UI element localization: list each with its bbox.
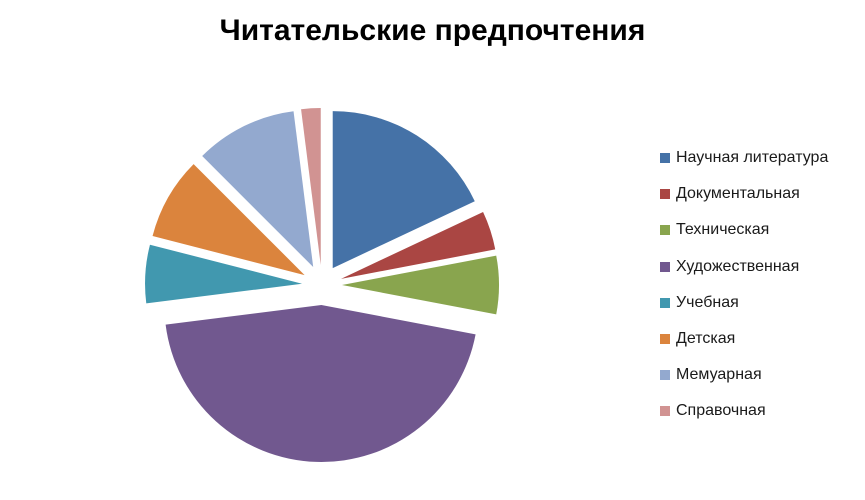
legend-swatch: [660, 406, 670, 417]
legend-label: Документальная: [676, 185, 800, 203]
pie-slice-2: [341, 211, 496, 279]
legend-swatch: [660, 189, 670, 200]
legend-label: Мемуарная: [676, 366, 762, 384]
pie-slice-7: [202, 111, 314, 268]
legend-item: Техническая: [660, 212, 828, 248]
legend-item: Детская: [660, 321, 828, 357]
legend-label: Учебная: [676, 293, 739, 311]
legend-label: Художественная: [676, 257, 800, 275]
pie-slice-3: [342, 255, 499, 315]
legend-item: Научная литература: [660, 140, 828, 176]
legend-swatch: [660, 297, 670, 308]
legend-item: Учебная: [660, 285, 828, 321]
legend-label: Справочная: [676, 402, 766, 420]
legend-swatch: [660, 370, 670, 381]
legend-swatch: [660, 225, 670, 236]
legend-swatch: [660, 153, 670, 164]
legend-label: Научная литература: [676, 149, 829, 167]
legend-swatch: [660, 334, 670, 345]
legend-item: Художественная: [660, 249, 828, 285]
legend: Научная литература Документальная Техничес…: [660, 140, 828, 430]
legend-label: Детская: [676, 330, 736, 348]
pie-slice-4: [165, 304, 476, 462]
legend-item: Мемуарная: [660, 357, 828, 393]
legend-swatch: [660, 261, 670, 272]
pie-slice-8: [301, 108, 321, 266]
legend-item: Справочная: [660, 393, 828, 429]
pie-slice-6: [152, 164, 305, 276]
legend-item: Документальная: [660, 176, 828, 212]
chart-title: Читательские предпочтения: [219, 14, 646, 47]
legend-label: Техническая: [676, 221, 770, 239]
pie-slice-1: [332, 111, 475, 269]
pie-slice-5: [145, 244, 303, 304]
